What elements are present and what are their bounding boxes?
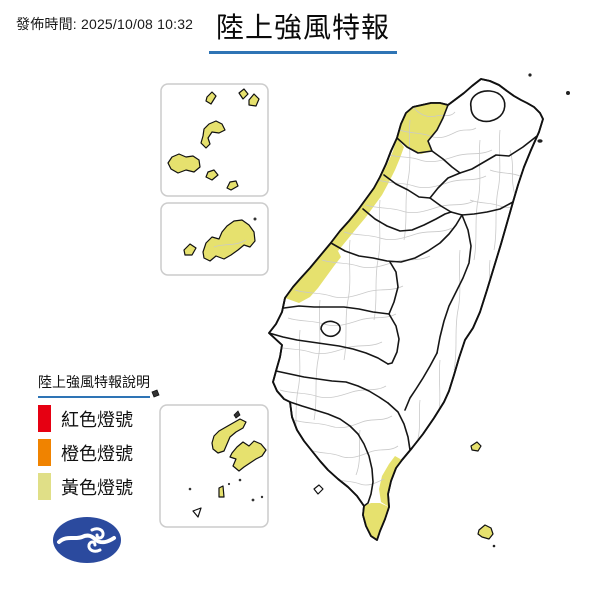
legend: 陸上強風特報說明 紅色燈號 橙色燈號 黃色燈號 [38, 372, 150, 500]
issued-time: 發佈時間: 2025/10/08 10:32 [16, 16, 194, 32]
page-title: 陸上強風特報 [209, 6, 397, 54]
red-light-label: 紅色燈號 [61, 409, 133, 430]
inset-box-penghu [159, 404, 269, 528]
legend-row-yellow: 黃色燈號 [38, 473, 150, 500]
page-title-text: 陸上強風特報 [215, 12, 390, 43]
warning-region-south-tip [363, 503, 389, 540]
islet-xiaoliuqiu [313, 484, 324, 495]
inset-matsu-islands [167, 88, 260, 191]
red-light-swatch [38, 405, 51, 432]
orange-light-label: 橙色燈號 [61, 443, 133, 464]
county-boundaries [269, 90, 538, 507]
township-boundaries [273, 106, 525, 486]
inset-penghu-islands [151, 389, 267, 518]
offshore-islets [313, 73, 570, 548]
taiwan-coastline [268, 78, 544, 541]
cwa-wave-logo-icon [53, 517, 121, 563]
orange-light-swatch [38, 439, 51, 466]
yellow-light-swatch [38, 473, 51, 500]
warning-region-northwest-coast [285, 103, 448, 303]
legend-title: 陸上強風特報說明 [38, 372, 150, 398]
taiwan-main-island [268, 78, 544, 541]
warning-region-orchid-island [477, 524, 494, 540]
yellow-light-label: 黃色燈號 [61, 477, 133, 498]
legend-row-orange: 橙色燈號 [38, 439, 150, 466]
inset-kinmen-islands [183, 217, 257, 262]
warning-region-green-island [470, 441, 482, 452]
legend-row-red: 紅色燈號 [38, 405, 150, 432]
